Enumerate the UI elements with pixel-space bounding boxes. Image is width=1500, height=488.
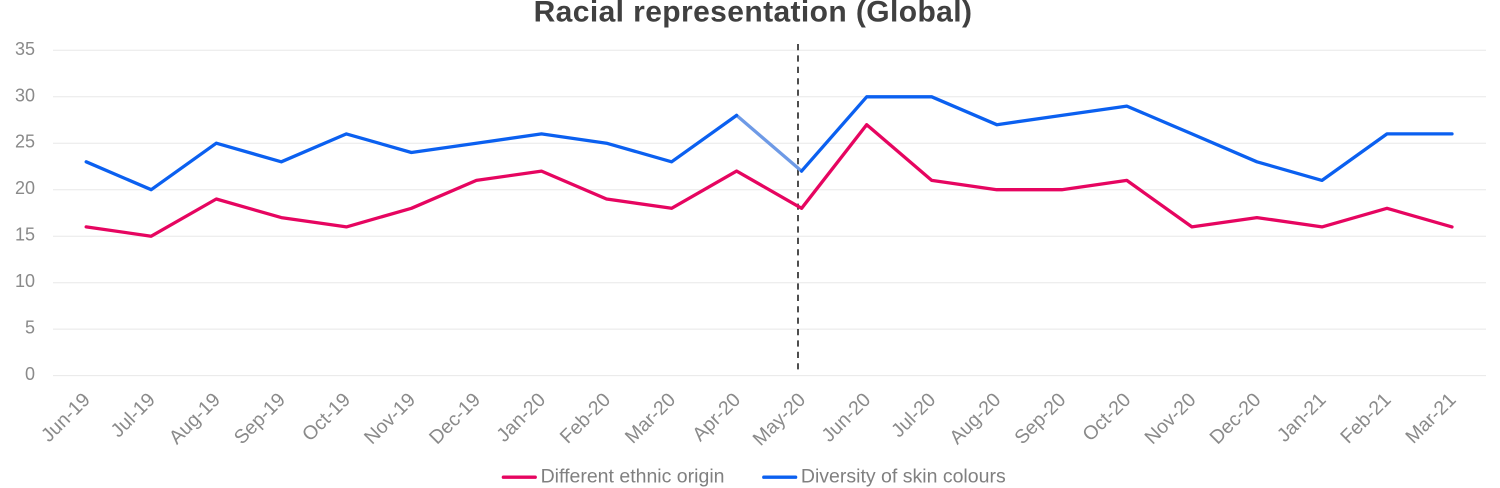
svg-text:35: 35 [15,39,35,59]
svg-text:Racial representation (Global): Racial representation (Global) [534,0,973,29]
svg-text:Diversity of skin colours: Diversity of skin colours [801,465,1006,487]
svg-text:0: 0 [25,364,35,384]
svg-text:20: 20 [15,178,35,198]
svg-text:30: 30 [15,85,35,105]
svg-text:25: 25 [15,132,35,152]
svg-text:Different ethnic origin: Different ethnic origin [541,465,725,487]
svg-text:10: 10 [15,271,35,291]
svg-text:5: 5 [25,318,35,338]
svg-text:15: 15 [15,225,35,245]
